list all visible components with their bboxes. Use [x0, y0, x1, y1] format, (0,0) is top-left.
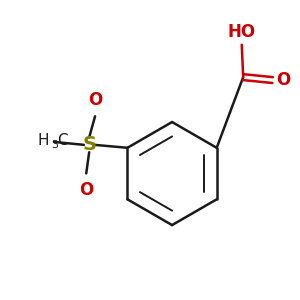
Text: H: H	[38, 133, 50, 148]
Text: S: S	[82, 135, 96, 154]
Text: C: C	[57, 133, 68, 148]
Text: O: O	[276, 71, 290, 89]
Text: O: O	[79, 181, 93, 199]
Text: O: O	[88, 91, 102, 109]
Text: HO: HO	[228, 23, 256, 41]
Text: 3: 3	[51, 140, 58, 150]
